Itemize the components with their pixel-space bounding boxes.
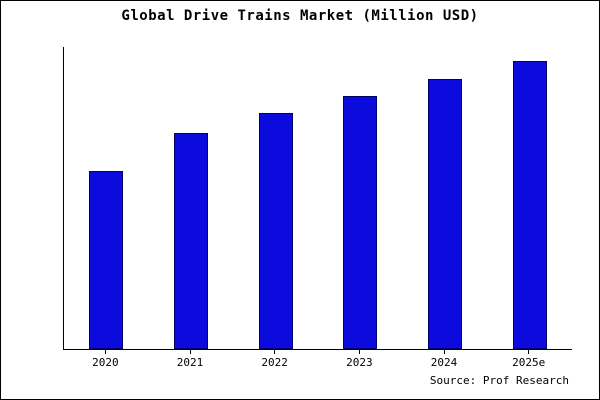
x-label-slot: 2025e [486, 350, 571, 369]
x-axis-label: 2022 [261, 356, 288, 369]
chart-title: Global Drive Trains Market (Million USD) [121, 8, 479, 24]
bar-2025e [512, 61, 547, 349]
x-label-slot: 2023 [317, 350, 402, 369]
x-label-slot: 2021 [148, 350, 233, 369]
x-label-slot: 2024 [402, 350, 487, 369]
x-axis-label: 2025e [512, 356, 546, 369]
bar-slot [149, 47, 234, 349]
bar-slot [403, 47, 488, 349]
x-axis-label: 2023 [346, 356, 373, 369]
x-axis-label: 2020 [92, 356, 119, 369]
bar-slot [64, 47, 149, 349]
bar-slot [233, 47, 318, 349]
bar-2024 [428, 78, 463, 349]
bar-2023 [343, 95, 378, 349]
bar-2021 [174, 133, 208, 349]
bar-slot [318, 47, 403, 349]
axis-tick [104, 350, 106, 354]
x-label-slot: 2022 [232, 350, 317, 369]
plot-area [63, 47, 572, 350]
bar-2020 [89, 170, 124, 349]
x-label-slot: 2020 [63, 350, 148, 369]
bar-2022 [258, 113, 293, 349]
axis-tick [443, 350, 445, 354]
x-axis-labels: 2020 2021 2022 2023 2024 2025e [63, 350, 571, 369]
axis-tick [189, 350, 191, 354]
source-text: Source: Prof Research [429, 374, 569, 387]
axis-tick [358, 350, 360, 354]
axis-tick [528, 350, 530, 354]
x-axis-label: 2024 [430, 356, 458, 369]
bars-container [64, 47, 572, 349]
bar-slot [487, 47, 572, 349]
x-axis-label: 2021 [176, 356, 204, 369]
axis-tick [274, 350, 276, 354]
